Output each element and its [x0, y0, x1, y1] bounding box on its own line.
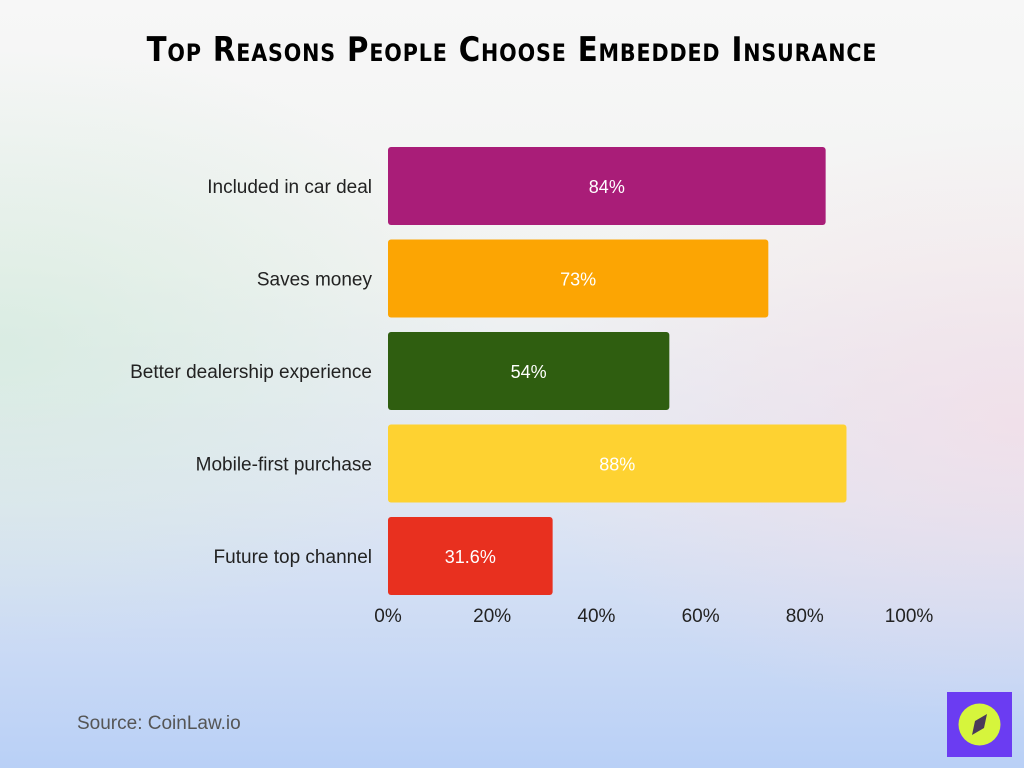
- data-label: 84%: [589, 177, 625, 197]
- bar: [388, 517, 553, 595]
- bar: [388, 239, 769, 318]
- x-tick-label: 100%: [885, 606, 934, 627]
- compass-icon: [958, 703, 1001, 746]
- category-label: Future top channel: [214, 547, 372, 568]
- category-label: Mobile-first purchase: [196, 455, 372, 476]
- x-tick-label: 20%: [473, 606, 511, 627]
- data-label: 88%: [599, 455, 635, 475]
- category-label: Included in car deal: [207, 177, 372, 198]
- category-label: Better dealership experience: [130, 362, 372, 383]
- data-label: 54%: [511, 362, 547, 382]
- x-tick-label: 0%: [374, 606, 402, 627]
- bar: [388, 424, 847, 503]
- category-label: Saves money: [257, 270, 373, 291]
- x-tick-label: 80%: [786, 606, 824, 627]
- source-note: Source: CoinLaw.io: [77, 713, 241, 734]
- x-tick-label: 40%: [577, 606, 615, 627]
- x-tick-label: 60%: [682, 606, 720, 627]
- data-label: 31.6%: [445, 547, 496, 567]
- data-label: 73%: [560, 270, 596, 290]
- chart-title: Top Reasons People Choose Embedded Insur…: [146, 30, 878, 70]
- bar: [388, 147, 826, 225]
- bar: [388, 332, 670, 410]
- brand-logo: [947, 692, 1012, 757]
